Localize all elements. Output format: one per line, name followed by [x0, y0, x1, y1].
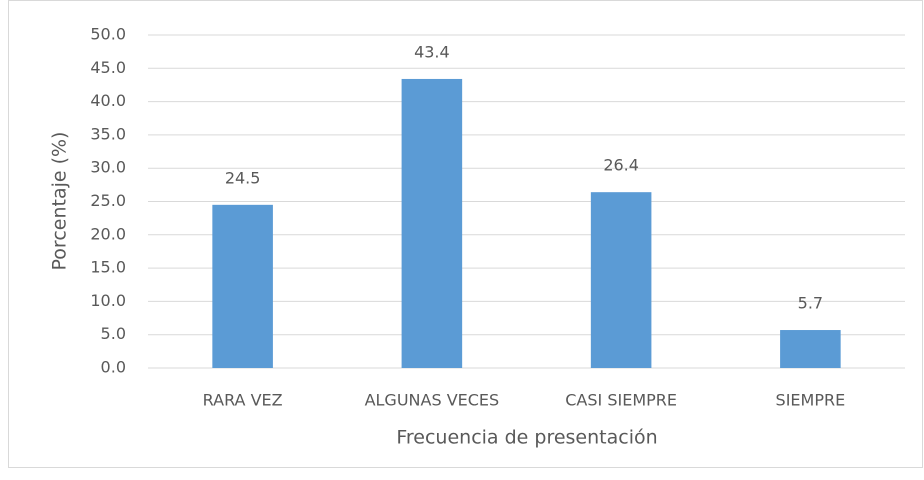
- y-tick-label: 25.0: [90, 191, 126, 210]
- x-tick-label: ALGUNAS VECES: [365, 391, 500, 410]
- y-tick-label: 0.0: [101, 358, 126, 377]
- y-tick-label: 5.0: [101, 324, 126, 343]
- y-tick-label: 10.0: [90, 291, 126, 310]
- y-tick-label: 15.0: [90, 258, 126, 277]
- chart-border: [8, 0, 923, 468]
- y-tick-label: 20.0: [90, 224, 126, 243]
- data-label: 5.7: [798, 294, 823, 313]
- bar: [212, 204, 273, 368]
- data-label: 26.4: [603, 156, 639, 175]
- bar: [780, 330, 841, 368]
- y-tick-label: 30.0: [90, 158, 126, 177]
- y-tick-label: 45.0: [90, 58, 126, 77]
- y-tick-label: 40.0: [90, 91, 126, 110]
- y-axis-label: Porcentaje (%): [49, 132, 71, 271]
- bar: [401, 78, 463, 369]
- y-tick-label: 50.0: [90, 25, 126, 44]
- bar: [590, 192, 652, 368]
- x-tick-label: CASI SIEMPRE: [565, 391, 677, 410]
- data-label: 43.4: [414, 42, 450, 61]
- x-tick-label: SIEMPRE: [776, 391, 846, 410]
- data-label: 24.5: [225, 168, 261, 187]
- x-axis-label: Frecuencia de presentación: [396, 427, 657, 449]
- x-tick-label: RARA VEZ: [203, 391, 283, 410]
- y-tick-label: 35.0: [90, 124, 126, 143]
